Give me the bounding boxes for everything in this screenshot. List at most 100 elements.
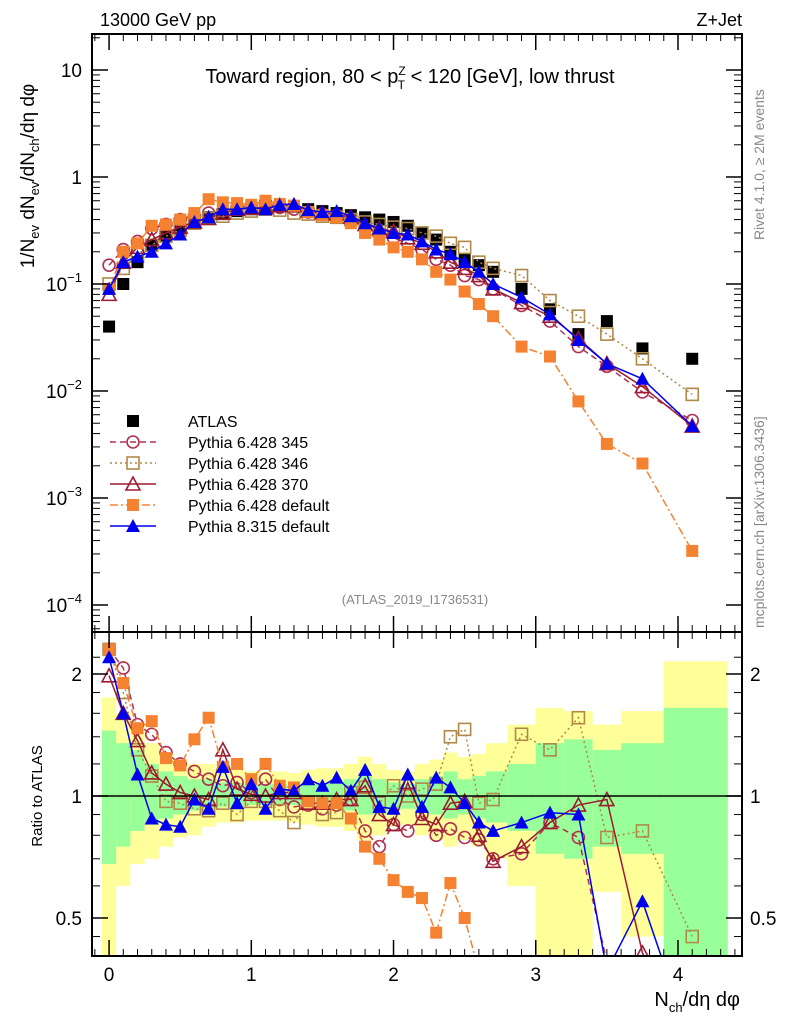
ratio-series-2 — [100, 667, 649, 956]
ratio-frame — [91, 631, 743, 957]
ratio-point — [102, 650, 117, 664]
ratio-point — [442, 794, 459, 810]
main-point — [244, 200, 259, 214]
ratio-point — [443, 780, 458, 794]
main-point — [359, 226, 372, 239]
main-point — [600, 437, 613, 450]
main-point — [487, 265, 500, 278]
legend-label: Pythia 8.315 default — [188, 519, 330, 536]
ratio-point — [202, 711, 215, 724]
ratio-point — [272, 803, 287, 818]
ratio-point — [472, 796, 486, 810]
ratio-series-line — [108, 649, 476, 956]
main-point — [201, 210, 216, 224]
ratio-point — [231, 757, 244, 770]
ratio-point — [216, 796, 230, 810]
main-point — [202, 193, 215, 206]
legend-label: Pythia 6.428 370 — [188, 477, 308, 494]
main-point — [429, 242, 444, 256]
main-point — [173, 227, 188, 241]
ratio-point — [258, 801, 273, 815]
ratio-point — [157, 775, 175, 791]
ratio-point — [370, 805, 388, 822]
ratio-point — [144, 811, 159, 825]
ratio-point — [457, 722, 472, 737]
main-point — [635, 351, 650, 366]
main-point — [102, 281, 117, 295]
main-point — [429, 229, 444, 243]
x-tick-label: 4 — [673, 965, 684, 986]
ratio-point — [541, 813, 559, 830]
legend-label: Pythia 6.428 345 — [188, 435, 308, 452]
legend-marker — [127, 499, 139, 511]
main-series-line — [108, 201, 693, 422]
main-point — [514, 290, 529, 304]
ratio-point — [330, 797, 343, 810]
ratio-point — [486, 823, 501, 837]
main-point — [515, 282, 528, 295]
ratio-point — [685, 929, 700, 944]
ratio-point — [214, 741, 232, 757]
main-point — [258, 202, 273, 216]
band-inner — [535, 743, 565, 854]
main-point — [358, 216, 373, 230]
legend: ATLAS Pythia 6.428 345 Pythia 6.428 346 Pyt… — [110, 414, 330, 536]
main-frame — [91, 33, 743, 633]
legend-item: Pythia 8.315 default — [110, 519, 330, 536]
main-point — [130, 249, 145, 263]
main-point — [373, 213, 386, 226]
ratio-point — [571, 807, 586, 821]
main-point — [215, 202, 230, 216]
main-point — [685, 387, 700, 402]
series-layer — [100, 193, 701, 956]
legend-item: Pythia 6.428 default — [110, 498, 330, 515]
main-point — [103, 320, 116, 333]
ratio-point — [387, 874, 400, 887]
legend-label: ATLAS — [188, 414, 238, 431]
band-inner — [621, 743, 664, 854]
ratio-uncertainty-bands — [101, 661, 728, 956]
ratio-point — [514, 727, 529, 742]
main-point — [387, 241, 400, 254]
main-point — [386, 225, 401, 239]
ratio-point — [513, 837, 530, 854]
header-left: 13000 GeV pp — [100, 10, 216, 30]
legend-marker — [126, 435, 140, 449]
ratio-point — [358, 762, 373, 776]
main-series-5 — [102, 196, 700, 433]
axes: 10−4 10−3 10−2 10−1 1 10 0.5 0.5 1 1 2 2 0 1 2 3 4 — [46, 33, 776, 986]
main-point — [387, 215, 400, 228]
ratio-series-line — [108, 675, 645, 956]
ratio-point — [342, 790, 360, 807]
ratio-point — [258, 772, 273, 787]
ratio-series-line — [108, 657, 662, 956]
ratio-point — [373, 852, 386, 865]
main-point — [636, 342, 649, 355]
y-tick-label: 10 — [61, 61, 82, 82]
ratio-point — [400, 767, 415, 781]
main-point — [514, 268, 529, 283]
ratio-point — [635, 894, 650, 908]
ratio-point — [131, 722, 144, 735]
main-point — [443, 247, 458, 261]
main-point — [230, 202, 245, 216]
ratio-series-line — [108, 648, 607, 956]
ratio-series-3 — [103, 643, 476, 956]
ratio-series-4 — [102, 650, 662, 956]
main-point — [543, 293, 557, 308]
main-point — [159, 218, 172, 231]
ratio-point — [414, 799, 429, 813]
band-inner — [215, 782, 230, 807]
main-point — [542, 307, 557, 321]
ratio-point — [228, 780, 246, 796]
ratio-point — [444, 877, 457, 890]
ratio-point — [187, 792, 202, 806]
ratio-point — [130, 767, 145, 781]
ratio-point — [430, 926, 443, 939]
ratio-point — [259, 757, 272, 770]
ratio-series-line — [108, 649, 693, 937]
ratio-point — [443, 821, 458, 836]
legend-label: Pythia 6.428 default — [188, 498, 330, 515]
ratio-point — [174, 759, 187, 772]
main-point — [373, 233, 386, 246]
